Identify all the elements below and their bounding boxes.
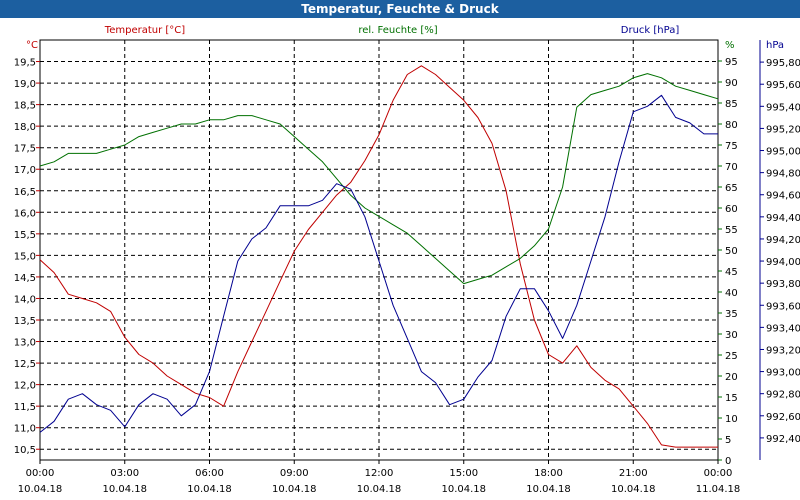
humidity-tick-label: 10 <box>725 414 738 425</box>
humidity-tick-label: 25 <box>725 351 738 362</box>
humidity-tick-label: 75 <box>725 141 738 152</box>
series-line-pressure <box>39 94 718 433</box>
temperature-tick-label: 17,5 <box>14 144 36 155</box>
humidity-tick-label: 90 <box>725 78 738 89</box>
x-tick-date: 10.04.18 <box>611 484 656 495</box>
legend-pressure: Druck [hPa] <box>621 25 680 36</box>
humidity-tick-label: 40 <box>725 288 738 299</box>
pressure-tick-label: 993,20 <box>766 345 800 356</box>
humidity-tick-label: 60 <box>725 204 738 215</box>
pressure-tick-label: 994,80 <box>766 169 800 180</box>
pressure-tick-label: 994,60 <box>766 191 800 202</box>
pressure-tick-label: 993,00 <box>766 368 800 379</box>
temperature-tick-label: 15,5 <box>14 230 36 241</box>
pressure-tick-label: 994,20 <box>766 235 800 246</box>
x-tick-time: 21:00 <box>619 468 648 479</box>
x-tick-date: 10.04.18 <box>18 484 63 495</box>
x-tick-date: 10.04.18 <box>102 484 147 495</box>
chart-title: Temperatur, Feuchte & Druck <box>0 0 800 18</box>
temperature-tick-label: 10,5 <box>14 445 36 456</box>
chart-grid <box>40 40 718 460</box>
pressure-tick-label: 993,60 <box>766 301 800 312</box>
x-tick-date: 10.04.18 <box>272 484 317 495</box>
humidity-tick-label: 80 <box>725 120 738 131</box>
x-tick-time: 03:00 <box>110 468 139 479</box>
chart-ticks: 19,5 19,0 18,5 18,0 17,5 17,0 16,5 16,0 15,5 15,0… <box>14 40 800 495</box>
humidity-tick-label: 85 <box>725 99 738 110</box>
x-tick-date: 10.04.18 <box>441 484 486 495</box>
humidity-tick-label: 5 <box>725 435 731 446</box>
pressure-tick-label: 995,40 <box>766 102 800 113</box>
humidity-tick-label: 0 <box>725 456 731 467</box>
pressure-tick-label: 995,60 <box>766 80 800 91</box>
x-tick-date: 10.04.18 <box>187 484 232 495</box>
temperature-tick-label: 16,5 <box>14 187 36 198</box>
temperature-tick-label: 12,5 <box>14 359 36 370</box>
x-tick-time: 15:00 <box>449 468 478 479</box>
temperature-tick-label: 19,5 <box>14 58 36 69</box>
pressure-unit: hPa <box>766 40 784 51</box>
humidity-tick-label: 95 <box>725 57 738 68</box>
pressure-tick-label: 992,60 <box>766 412 800 423</box>
x-tick-date: 11.04.18 <box>696 484 741 495</box>
humidity-tick-label: 50 <box>725 246 738 257</box>
temperature-tick-label: 13,5 <box>14 316 36 327</box>
pressure-tick-label: 994,00 <box>766 257 800 268</box>
pressure-tick-label: 993,80 <box>766 279 800 290</box>
temperature-tick-label: 17,0 <box>14 165 36 176</box>
humidity-tick-label: 70 <box>725 162 738 173</box>
x-tick-time: 06:00 <box>195 468 224 479</box>
humidity-tick-label: 45 <box>725 267 738 278</box>
humidity-tick-label: 65 <box>725 183 738 194</box>
temperature-tick-label: 18,0 <box>14 122 36 133</box>
pressure-tick-label: 992,80 <box>766 390 800 401</box>
pressure-tick-label: 992,40 <box>766 434 800 445</box>
temperature-tick-label: 11,5 <box>14 402 36 413</box>
pressure-tick-label: 995,80 <box>766 58 800 69</box>
chart-series <box>39 65 719 448</box>
series-line-temperature <box>39 65 718 448</box>
pressure-tick-label: 994,40 <box>766 213 800 224</box>
x-tick-time: 12:00 <box>365 468 394 479</box>
humidity-unit: % <box>725 40 735 51</box>
temperature-tick-label: 12,0 <box>14 381 36 392</box>
temperature-tick-label: 19,0 <box>14 79 36 90</box>
x-tick-time: 00:00 <box>704 468 733 479</box>
pressure-tick-label: 995,20 <box>766 124 800 135</box>
legend-temperature: Temperatur [°C] <box>104 25 185 36</box>
temperature-tick-label: 14,5 <box>14 273 36 284</box>
x-tick-time: 00:00 <box>26 468 55 479</box>
temperature-tick-label: 16,0 <box>14 208 36 219</box>
humidity-tick-label: 30 <box>725 330 738 341</box>
humidity-tick-label: 15 <box>725 393 738 404</box>
temperature-tick-label: 15,0 <box>14 251 36 262</box>
chart-legend: Temperatur [°C] rel. Feuchte [%] Druck [hP… <box>104 25 680 36</box>
series-line-humidity <box>39 73 719 285</box>
humidity-tick-label: 20 <box>725 372 738 383</box>
temperature-unit: °C <box>26 40 38 51</box>
temperature-tick-label: 14,0 <box>14 294 36 305</box>
x-tick-date: 10.04.18 <box>526 484 571 495</box>
humidity-tick-label: 55 <box>725 225 738 236</box>
humidity-tick-label: 35 <box>725 309 738 320</box>
x-tick-time: 09:00 <box>280 468 309 479</box>
legend-humidity: rel. Feuchte [%] <box>358 25 437 36</box>
x-tick-date: 10.04.18 <box>357 484 402 495</box>
temperature-tick-label: 13,0 <box>14 338 36 349</box>
x-tick-time: 18:00 <box>534 468 563 479</box>
pressure-tick-label: 995,00 <box>766 147 800 158</box>
temperature-tick-label: 11,0 <box>14 424 36 435</box>
temperature-tick-label: 18,5 <box>14 101 36 112</box>
pressure-tick-label: 993,40 <box>766 323 800 334</box>
